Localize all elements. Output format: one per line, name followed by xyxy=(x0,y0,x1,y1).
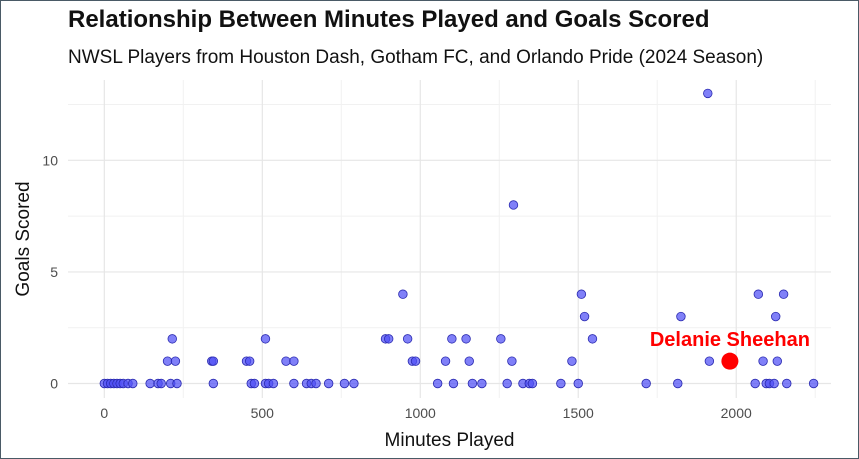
highlight-label: Delanie Sheehan xyxy=(650,329,810,351)
data-point xyxy=(323,378,334,389)
data-point xyxy=(573,378,583,389)
data-point xyxy=(527,378,538,389)
data-point xyxy=(750,378,760,389)
data-point xyxy=(507,356,517,366)
data-point xyxy=(145,378,155,389)
data-point xyxy=(281,356,291,366)
data-point xyxy=(289,378,299,389)
data-point xyxy=(162,356,173,366)
data-point xyxy=(567,356,577,366)
y-tick-label: 0 xyxy=(50,375,58,391)
data-point xyxy=(410,356,421,366)
data-point xyxy=(676,311,686,322)
grid-major xyxy=(68,80,831,398)
data-point xyxy=(289,356,299,366)
x-tick-labels: 0 500 1000 1500 2000 xyxy=(100,405,752,421)
data-point xyxy=(579,311,590,322)
data-point xyxy=(383,334,394,344)
x-tick-label: 1000 xyxy=(405,405,436,421)
highlight-point xyxy=(721,352,739,370)
data-point xyxy=(448,378,459,389)
data-point xyxy=(576,289,587,299)
data-points xyxy=(99,88,819,389)
data-point xyxy=(339,378,350,389)
data-point xyxy=(208,378,219,389)
data-point xyxy=(156,378,166,389)
data-point xyxy=(170,356,181,366)
data-point xyxy=(249,378,260,389)
highlight-group: Delanie Sheehan xyxy=(650,329,810,370)
data-point xyxy=(432,378,443,389)
data-point xyxy=(349,378,359,389)
data-point xyxy=(398,289,408,299)
data-point xyxy=(508,200,519,210)
data-point xyxy=(464,356,474,366)
chart-subtitle: NWSL Players from Houston Dash, Gotham F… xyxy=(68,47,764,68)
data-point xyxy=(467,378,478,389)
chart-title: Relationship Between Minutes Played and … xyxy=(68,6,710,33)
x-tick-label: 0 xyxy=(100,405,108,421)
data-point xyxy=(260,334,271,344)
data-point xyxy=(461,334,471,344)
x-tick-label: 500 xyxy=(251,405,275,421)
data-point xyxy=(496,334,506,344)
data-point xyxy=(703,88,713,99)
x-tick-label: 1500 xyxy=(563,405,594,421)
data-point xyxy=(502,378,512,389)
data-point xyxy=(268,378,279,389)
data-point xyxy=(641,378,651,389)
data-point xyxy=(587,334,598,344)
data-point xyxy=(782,378,792,389)
data-point xyxy=(311,378,321,389)
data-point xyxy=(244,356,255,366)
data-point xyxy=(172,378,182,389)
data-point xyxy=(758,356,768,366)
x-tick-label: 2000 xyxy=(721,405,752,421)
y-tick-label: 5 xyxy=(50,264,58,280)
data-point xyxy=(440,356,451,366)
x-axis-label: Minutes Played xyxy=(385,430,515,451)
data-point xyxy=(208,356,219,366)
grid-minor xyxy=(68,80,831,398)
data-point xyxy=(128,378,138,389)
data-point xyxy=(771,311,781,322)
data-point xyxy=(769,378,779,389)
data-point xyxy=(704,356,715,366)
y-axis-label: Goals Scored xyxy=(13,181,34,296)
data-point xyxy=(778,289,789,299)
data-point xyxy=(556,378,566,389)
data-point xyxy=(447,334,457,344)
data-point xyxy=(772,356,782,366)
data-point xyxy=(808,378,819,389)
y-tick-labels: 0 5 10 xyxy=(42,152,58,391)
data-point xyxy=(753,289,764,299)
data-point xyxy=(673,378,683,389)
y-tick-label: 10 xyxy=(42,152,58,168)
data-point xyxy=(402,334,413,344)
data-point xyxy=(167,334,177,344)
data-point xyxy=(477,378,487,389)
